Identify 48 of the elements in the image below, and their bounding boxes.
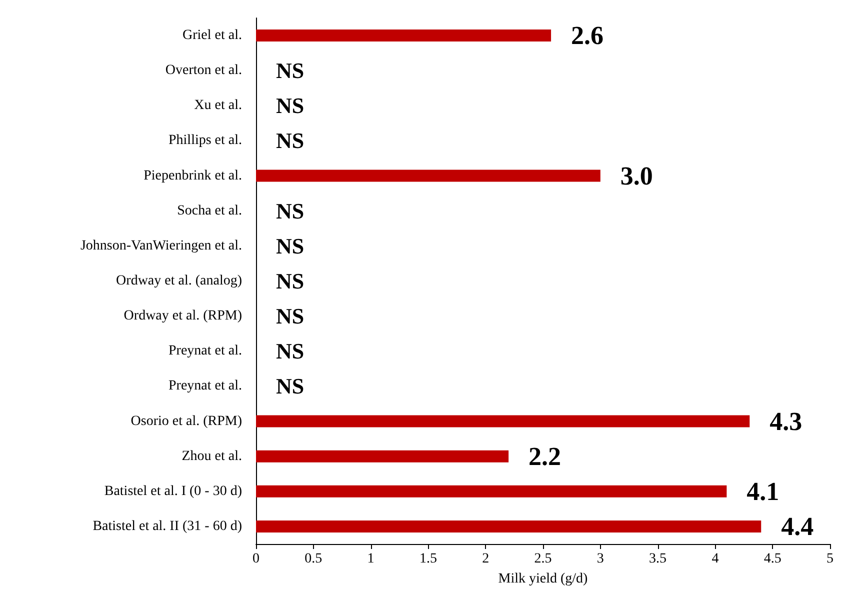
y-tick-label: Batistel et al. II (31 - 60 d) [92,518,242,534]
y-tick-label: Osorio et al. (RPM) [130,414,242,429]
x-tick-label: 3.5 [649,552,667,566]
text: NS [276,338,304,364]
text: NS [276,198,304,224]
y-tick-label: Xu et al. [194,98,242,114]
bar [256,30,552,42]
y-tick-label: Preynat et al. [168,344,242,359]
data-label: 4.4 [781,512,814,541]
x-tick-label: 3 [596,552,604,566]
y-tick-label: Ordway et al. (analog) [116,274,242,288]
x-tick-label: 4.5 [764,552,782,566]
x-tick-label: 2.5 [534,552,552,566]
text: NS [276,233,304,258]
bar [256,170,600,182]
y-tick-label: Griel et al. [182,28,242,44]
y-tick-label: Batistel et al. I (0 - 30 d) [104,484,242,499]
bar [256,450,509,462]
x-tick-label: 2 [482,552,490,566]
y-tick-label: Ordway et al. (RPM) [124,308,242,324]
data-label: 3.0 [620,161,653,190]
x-tick-label: 1.5 [419,552,437,566]
data-label: 2.6 [571,21,604,50]
text: NS [276,374,304,399]
x-tick-label: 0.5 [304,552,322,566]
text: NS [276,304,304,329]
y-tick-label: Socha et al. [177,203,242,218]
text: NS [276,268,304,294]
y-tick-label: Johnson-VanWieringen et al. [80,238,242,254]
y-tick-label: Overton et al. [165,63,242,78]
y-tick-label: Phillips et al. [168,133,242,148]
y-tick-label: Preynat et al. [168,378,242,394]
text: NS [276,58,304,84]
bar [256,520,762,532]
x-tick-label: 1 [367,552,374,566]
data-label: 4.3 [770,406,802,436]
bar [256,485,727,498]
x-tick-label: 5 [826,552,834,566]
y-tick-label: Piepenbrink et al. [144,168,242,184]
bar [256,415,750,428]
x-axis-title: Milk yield (g/d) [498,572,588,586]
text: NS [276,93,304,118]
y-tick-label: Zhou et al. [182,448,242,464]
data-label: 2.2 [528,442,562,471]
text: NS [276,128,304,154]
data-label: 4.1 [746,476,780,506]
x-tick-label: 0 [252,552,260,566]
x-tick-label: 4 [712,552,719,566]
